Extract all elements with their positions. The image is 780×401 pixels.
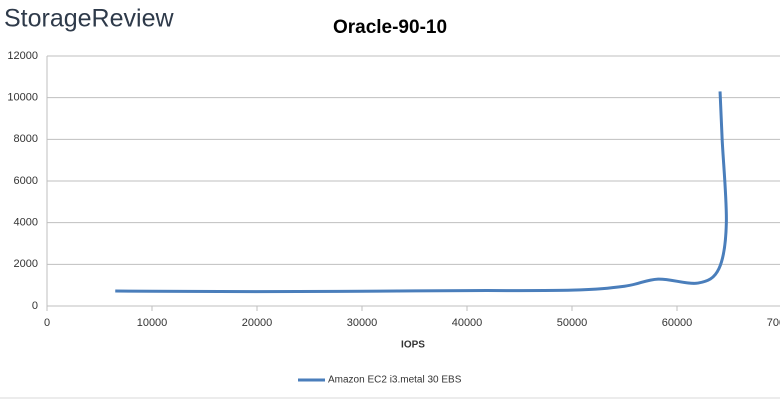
x-tick-label: 40000 [452, 317, 483, 329]
y-tick-label: 6000 [14, 175, 38, 187]
legend-label: Amazon EC2 i3.metal 30 EBS [328, 375, 462, 386]
line [115, 91, 728, 294]
x-axis-label: IOPS [401, 340, 425, 351]
y-tick-label: 10000 [7, 92, 38, 104]
x-tick-label: 60000 [662, 317, 693, 329]
y-tick-label: 2000 [14, 258, 38, 270]
logo: StorageReview [4, 5, 174, 33]
chart-title: Oracle-90-10 [333, 17, 447, 38]
y-tick-label: 0 [32, 300, 38, 312]
x-tick-label: 20000 [242, 317, 273, 329]
y-tick-label: 4000 [14, 217, 38, 229]
x-tick-label: 50000 [557, 317, 588, 329]
y-tick-label: 12000 [7, 50, 38, 62]
x-tick-label: 30000 [347, 317, 378, 329]
x-tick-label: 70000 [767, 317, 780, 329]
x-tick-label: 0 [44, 317, 50, 329]
x-tick-label: 10000 [137, 317, 168, 329]
y-tick-label: 8000 [14, 133, 38, 145]
